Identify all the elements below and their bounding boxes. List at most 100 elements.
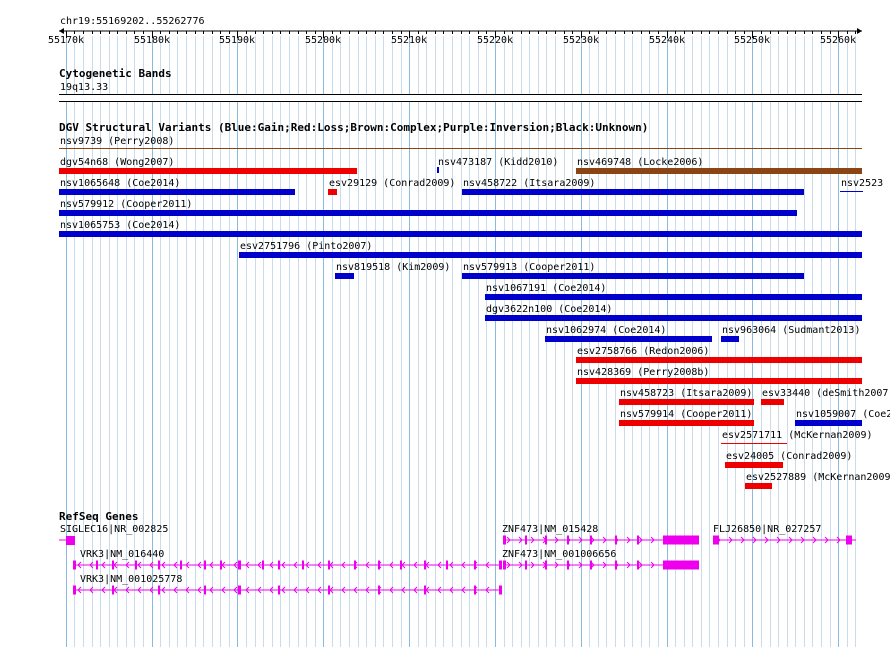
dgv-variant-label[interactable]: esv2571711 (McKernan2009) (722, 430, 873, 441)
dgv-variant-label[interactable]: nsv1062974 (Coe2014) (546, 325, 667, 336)
ruler-tick-label: 55200k (304, 35, 342, 46)
position-label: chr19:55169202..55262776 (60, 16, 205, 27)
exon (378, 560, 380, 570)
dgv-variant-bar[interactable] (59, 210, 797, 216)
strand-chevron (638, 536, 643, 544)
dgv-variant-bar[interactable] (545, 336, 712, 342)
dgv-variant-label[interactable]: dgv3622n100 (Coe2014) (486, 304, 613, 315)
dgv-variant-label[interactable]: nsv9739 (Perry2008) (60, 136, 175, 147)
dgv-variant-label[interactable]: esv29129 (Conrad2009) (329, 178, 456, 189)
dgv-variant-bar[interactable] (840, 191, 863, 192)
gene-label-siglec16[interactable]: SIGLEC16|NR_002825 (60, 524, 169, 535)
dgv-variant-bar[interactable] (619, 420, 754, 426)
dgv-variant-bar[interactable] (576, 378, 862, 384)
dgv-variant-bar[interactable] (795, 420, 862, 426)
dgv-variant-bar[interactable] (59, 148, 862, 149)
cytoband-label: 19q13.33 (60, 82, 109, 93)
dgv-variant-label[interactable]: dgv54n68 (Wong2007) (60, 157, 175, 168)
dgv-variant-bar[interactable] (576, 168, 862, 174)
strand-chevron (161, 561, 166, 569)
dgv-variant-label[interactable]: nsv1059007 (Coe2 (796, 409, 890, 420)
exon (545, 560, 547, 570)
strand-chevron (578, 561, 583, 569)
dgv-variant-bar[interactable] (59, 168, 357, 174)
gene-model-znf473-015428[interactable] (503, 535, 699, 545)
strand-chevron (485, 586, 490, 594)
gene-label-vrk3-1[interactable]: VRK3|NM_016440 (80, 549, 165, 560)
strand-chevron (137, 561, 142, 569)
dgv-variant-bar[interactable] (745, 483, 772, 489)
gene-label-znf473-1[interactable]: ZNF473|NM_015428 (502, 524, 599, 535)
strand-chevron (149, 561, 154, 569)
cytoband-bar[interactable] (59, 94, 862, 102)
refseq-track-title[interactable]: RefSeq Genes (59, 510, 139, 523)
strand-chevron (293, 561, 298, 569)
gene-model-vrk3-001025778[interactable] (73, 585, 502, 595)
strand-chevron (626, 561, 631, 569)
strand-chevron (413, 561, 418, 569)
strand-chevron (365, 586, 370, 594)
gene-model-znf473-001006656[interactable] (503, 560, 699, 570)
ruler-tick-label: 55220k (476, 35, 514, 46)
dgv-variant-bar[interactable] (576, 357, 862, 363)
dgv-variant-bar[interactable] (462, 273, 804, 279)
ruler-tick-label: 55260k (819, 35, 857, 46)
dgv-variant-label[interactable]: nsv819518 (Kim2009) (336, 262, 451, 273)
gene-model-siglec16[interactable] (59, 536, 75, 545)
exon (135, 560, 137, 570)
dgv-variant-label[interactable]: esv2758766 (Redon2006) (577, 346, 710, 357)
dgv-variant-bar[interactable] (239, 252, 862, 258)
dgv-variant-bar[interactable] (335, 273, 354, 279)
dgv-variant-bar[interactable] (437, 167, 439, 173)
dgv-variant-label[interactable]: esv24005 (Conrad2009) (726, 451, 853, 462)
dgv-variant-label[interactable]: nsv963064 (Sudmant2013) (722, 325, 861, 336)
gene-model-flj26850[interactable] (713, 535, 856, 545)
strand-chevron (389, 561, 394, 569)
dgv-variant-bar[interactable] (485, 315, 862, 321)
strand-chevron (233, 586, 238, 594)
dgv-variant-label[interactable]: nsv458723 (Itsara2009) (620, 388, 753, 399)
strand-chevron (776, 536, 781, 544)
dgv-variant-bar[interactable] (328, 189, 337, 195)
exon (73, 560, 76, 570)
strand-chevron (578, 536, 583, 544)
ruler-tick-label: 55180k (133, 35, 171, 46)
dgv-variant-label[interactable]: nsv579912 (Cooper2011) (60, 199, 193, 210)
dgv-variant-label[interactable]: nsv428369 (Perry2008b) (577, 367, 710, 378)
gene-label-flj26850[interactable]: FLJ26850|NR_027257 (713, 524, 822, 535)
dgv-variant-bar[interactable] (725, 462, 783, 468)
dgv-variant-bar[interactable] (761, 399, 784, 405)
dgv-variant-bar[interactable] (721, 443, 787, 444)
dgv-variant-label[interactable]: nsv1065753 (Coe2014) (60, 220, 181, 231)
cytoband-track-title[interactable]: Cytogenetic Bands (59, 67, 172, 80)
dgv-variant-bar[interactable] (59, 189, 295, 195)
dgv-variant-bar[interactable] (59, 231, 862, 237)
dgv-variant-bar[interactable] (721, 336, 739, 342)
dgv-track-title[interactable]: DGV Structural Variants (Blue:Gain;Red:L… (59, 121, 649, 134)
dgv-variant-label[interactable]: nsv469748 (Locke2006) (577, 157, 704, 168)
strand-chevron (788, 536, 793, 544)
dgv-variant-label[interactable]: esv33440 (deSmith2007) (762, 388, 890, 399)
dgv-variant-bar[interactable] (485, 294, 862, 300)
strand-chevron (341, 561, 346, 569)
exon (663, 560, 699, 570)
strand-chevron (209, 586, 214, 594)
dgv-variant-bar[interactable] (462, 189, 804, 195)
dgv-variant-label[interactable]: nsv579914 (Cooper2011) (620, 409, 753, 420)
gene-label-znf473-2[interactable]: ZNF473|NM_001006656 (502, 549, 617, 560)
dgv-variant-label[interactable]: nsv579913 (Cooper2011) (463, 262, 596, 273)
dgv-variant-bar[interactable] (619, 399, 754, 405)
dgv-variant-label[interactable]: nsv473187 (Kidd2010) (438, 157, 559, 168)
gene-label-vrk3-2[interactable]: VRK3|NM_001025778 (80, 574, 183, 585)
exon (545, 535, 547, 545)
exon (503, 560, 506, 570)
dgv-variant-label[interactable]: esv2751796 (Pinto2007) (240, 241, 373, 252)
dgv-variant-label[interactable]: nsv458722 (Itsara2009) (463, 178, 596, 189)
gene-model-vrk3-016440[interactable] (73, 560, 502, 570)
dgv-variant-label[interactable]: nsv1065648 (Coe2014) (60, 178, 181, 189)
dgv-variant-label[interactable]: nsv1067191 (Coe2014) (486, 283, 607, 294)
dgv-variant-label[interactable]: nsv2523 ( (841, 178, 890, 189)
ruler-tick-label: 55240k (648, 35, 686, 46)
dgv-variant-label[interactable]: esv2527889 (McKernan2009) (746, 472, 890, 483)
exon (158, 560, 160, 570)
